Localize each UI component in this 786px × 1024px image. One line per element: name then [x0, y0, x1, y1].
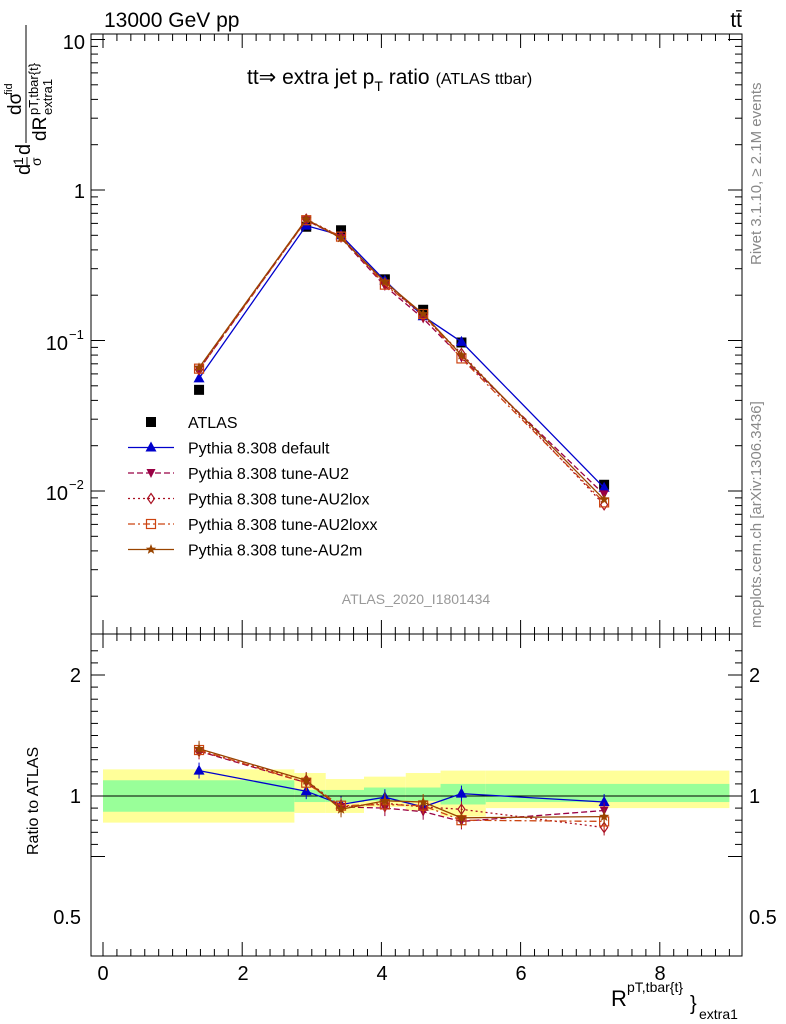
- legend-marker-pythia-8-308-tune-au2loxx: [145, 518, 157, 530]
- svg-text:d: d: [13, 144, 35, 155]
- series-line-pythia-8-308-tune-au2lox: [198, 218, 605, 506]
- svg-text:σ: σ: [28, 157, 44, 166]
- legend-label-pythia-8-308-tune-au2: Pythia 8.308 tune-AU2: [188, 466, 349, 483]
- svg-text:extra1: extra1: [40, 79, 55, 115]
- legend-label-atlas: ATLAS: [188, 415, 238, 432]
- x-axis-label: R pT,tbar{t} } extra1: [611, 979, 738, 1022]
- ytick-label-1: 1: [74, 181, 85, 203]
- ytick-label-0.01-exp: −2: [69, 477, 84, 492]
- point-atlas: [194, 384, 205, 395]
- ytick-label-0.1-exp: −1: [69, 327, 84, 342]
- point-pythia-8-308-default: [598, 481, 610, 492]
- ratio-point-pythia-8-308-tune-au2m: [193, 743, 205, 754]
- ratio-point-pythia-8-308-tune-au2m: [456, 812, 467, 823]
- ratio-ytick-0.5-right: 0.5: [749, 907, 777, 929]
- point-pythia-8-308-tune-au2m: [379, 276, 391, 287]
- legend-label-pythia-8-308-tune-au2lox: Pythia 8.308 tune-AU2lox: [188, 492, 369, 509]
- legend-label-pythia-8-308-tune-au2loxx: Pythia 8.308 tune-AU2loxx: [188, 517, 377, 534]
- ratio-point-pythia-8-308-tune-au2m: [301, 774, 312, 785]
- ratio-uncertainty-bands: [91, 769, 742, 823]
- point-pythia-8-308-tune-au2m: [193, 362, 205, 373]
- svg-text:pT,tbar{t}: pT,tbar{t}: [627, 979, 683, 995]
- ytick-label-10: 10: [63, 32, 85, 54]
- point-pythia-8-308-default: [193, 372, 205, 383]
- ratio-ytick-0.5-left: 0.5: [53, 907, 81, 929]
- header-left: 13000 GeV pp: [104, 9, 239, 32]
- xtick-label-8: 8: [654, 963, 665, 985]
- svg-text:fid: fid: [3, 83, 15, 95]
- main-y-axis-label: d 1 σ d dσ fid dR pT,tbar{t} extra1: [3, 25, 55, 175]
- legend-marker-pythia-8-308-tune-au2lox: [146, 492, 156, 505]
- xtick-label-6: 6: [515, 963, 526, 985]
- analysis-watermark: ATLAS_2020_I1801434: [342, 591, 491, 607]
- point-pythia-8-308-tune-au2m: [301, 213, 312, 224]
- svg-text:extra1: extra1: [699, 1006, 738, 1022]
- legend-label-pythia-8-308-default: Pythia 8.308 default: [188, 441, 330, 458]
- ratio-plot-frame: [90, 633, 743, 957]
- svg-text:}: }: [690, 993, 697, 1015]
- ratio-ytick-2-right: 2: [749, 665, 760, 687]
- svg-text:d: d: [13, 164, 35, 175]
- ytick-label-0.1: 10: [46, 333, 68, 355]
- ratio-point-pythia-8-308-default: [455, 787, 467, 798]
- legend-marker-pythia-8-308-tune-au2: [146, 469, 156, 478]
- ytick-label-0.01: 10: [46, 483, 68, 505]
- rivet-label: Rivet 3.1.10, ≥ 2.1M events: [748, 83, 765, 266]
- ratio-point-pythia-8-308-default: [193, 764, 205, 775]
- series-line-pythia-8-308-tune-au2loxx: [198, 219, 605, 503]
- chart-title: tt⇒ extra jet pT ratio (ATLAS ttbar): [247, 66, 532, 94]
- ratio-ytick-1-left: 1: [70, 786, 81, 808]
- legend: ATLAS Pythia 8.308 default Pythia 8.308 tu…: [128, 415, 377, 560]
- point-pythia-8-308-default: [455, 335, 467, 346]
- ratio-ytick-2-left: 2: [70, 665, 81, 687]
- legend-marker-pythia-8-308-tune-au2m: [145, 544, 157, 554]
- ratio-ytick-1-right: 1: [749, 786, 760, 808]
- svg-text:pT,tbar{t}: pT,tbar{t}: [26, 62, 41, 115]
- ratio-axis-ticks: [91, 634, 742, 956]
- svg-text:1: 1: [10, 157, 26, 165]
- ratio-point-pythia-8-308-default: [598, 796, 610, 807]
- main-series-layer: [193, 213, 610, 511]
- svg-text:dσ: dσ: [5, 92, 26, 115]
- point-pythia-8-308-tune-au2m: [335, 232, 347, 243]
- band-inner: [485, 783, 730, 803]
- legend-marker-pythia-8-308-default: [145, 441, 157, 452]
- xtick-label-0: 0: [97, 963, 108, 985]
- legend-label-pythia-8-308-tune-au2m: Pythia 8.308 tune-AU2m: [188, 543, 362, 560]
- point-pythia-8-308-tune-au2m: [417, 308, 429, 319]
- ratio-point-pythia-8-308-tune-au2m: [598, 811, 610, 821]
- header-right: tt̄: [730, 9, 742, 32]
- xtick-label-4: 4: [376, 963, 387, 985]
- ratio-point-pythia-8-308-tune-au2m: [335, 803, 347, 814]
- ratio-series-layer: [193, 740, 610, 836]
- ratio-point-pythia-8-308-tune-au2m: [417, 796, 429, 807]
- point-pythia-8-308-tune-au2m: [456, 349, 467, 360]
- svg-text:R: R: [611, 986, 627, 1011]
- xtick-label-2: 2: [237, 963, 248, 985]
- legend-marker-atlas: [146, 417, 156, 427]
- svg-text:dR: dR: [30, 117, 51, 141]
- main-axis-ticks: [91, 34, 742, 634]
- point-pythia-8-308-tune-au2m: [598, 493, 610, 504]
- ratio-y-axis-label: Ratio to ATLAS: [25, 747, 42, 855]
- ratio-point-pythia-8-308-tune-au2m: [379, 795, 391, 806]
- mcplots-label: mcplots.cern.ch [arXiv:1306.3436]: [748, 401, 765, 628]
